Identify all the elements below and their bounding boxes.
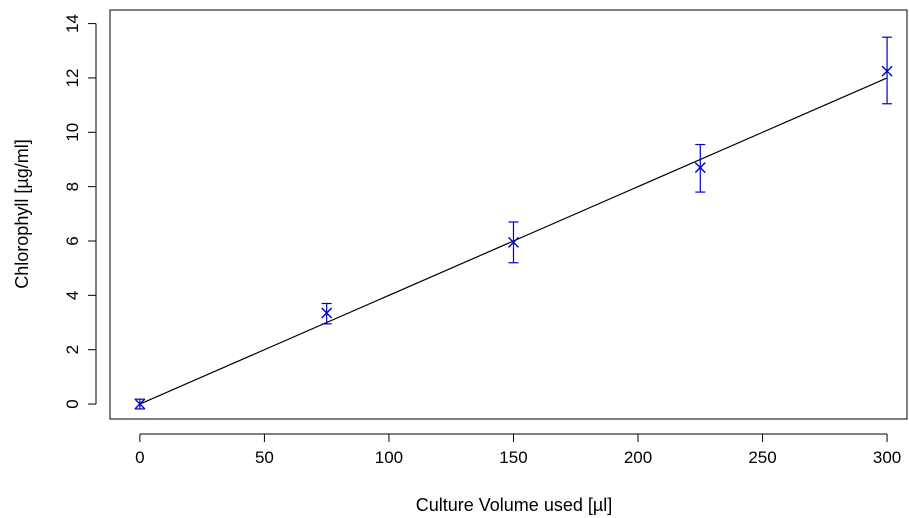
data-point — [507, 221, 519, 264]
y-tick-label: 14 — [63, 14, 82, 33]
x-tick-label: 150 — [499, 448, 527, 467]
x-axis: 0 50 100 150 200 250 300 — [135, 433, 901, 467]
y-tick-label: 10 — [63, 123, 82, 142]
data-point — [134, 398, 146, 410]
x-marker-stroke — [134, 398, 146, 410]
x-marker-stroke — [507, 236, 519, 248]
data-point — [881, 36, 893, 105]
y-tick-label: 6 — [63, 236, 82, 245]
y-tick-label: 12 — [63, 68, 82, 87]
y-axis-title: Chlorophyll [µg/ml] — [12, 139, 32, 288]
x-tick-label: 200 — [624, 448, 652, 467]
x-tick-label: 0 — [135, 448, 144, 467]
x-tick-label: 100 — [375, 448, 403, 467]
x-axis-title: Culture Volume used [µl] — [416, 495, 612, 515]
y-tick-label: 4 — [63, 291, 82, 300]
y-tick-label: 2 — [63, 345, 82, 354]
y-tick-label: 0 — [63, 399, 82, 408]
x-tick-label: 300 — [873, 448, 901, 467]
x-tick-label: 250 — [748, 448, 776, 467]
data-point — [694, 143, 706, 193]
x-marker-stroke — [694, 162, 706, 174]
y-axis: 0 2 4 6 8 10 12 14 — [63, 14, 97, 409]
x-tick-label: 50 — [255, 448, 274, 467]
y-tick-label: 8 — [63, 182, 82, 191]
x-marker-stroke — [881, 65, 893, 77]
plot-frame — [109, 9, 908, 420]
data-point — [321, 302, 333, 325]
x-marker-stroke — [321, 307, 333, 319]
data-points-group — [134, 36, 893, 410]
